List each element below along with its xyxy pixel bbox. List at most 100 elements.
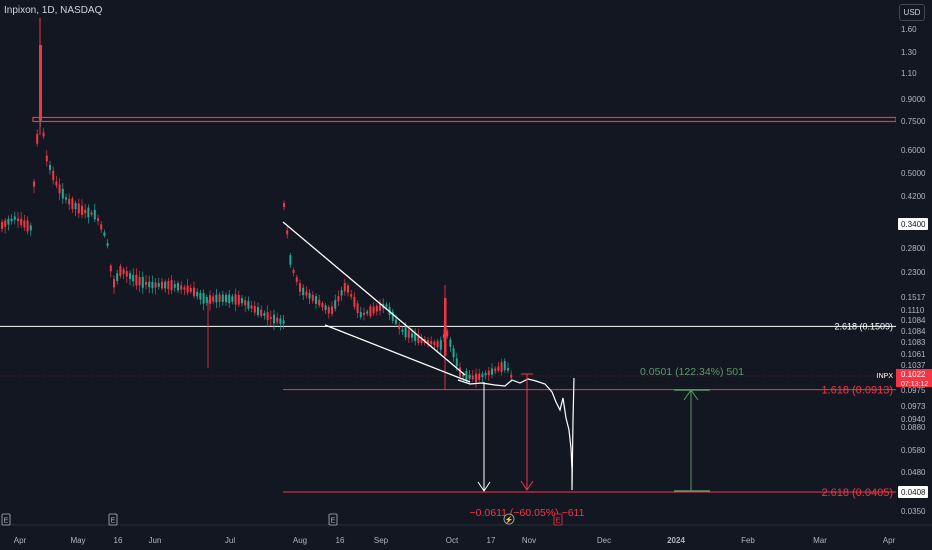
candle-body [164, 281, 167, 289]
candle-body [475, 373, 477, 383]
candle-body [39, 45, 42, 120]
candle-body [507, 367, 509, 371]
wedge-lower-trendline [324, 324, 471, 383]
candle-body [283, 203, 285, 207]
last-price-tag [896, 369, 932, 387]
candle-body [302, 287, 305, 296]
candle-body [90, 212, 93, 215]
candle-body [138, 277, 141, 286]
candle-body [29, 225, 32, 231]
candle-body [337, 296, 340, 302]
measure-down-head [520, 480, 534, 491]
candle-body [427, 340, 429, 344]
candle-body [436, 341, 439, 348]
price-tick-label: 0.5000 [901, 169, 926, 178]
candle-body [209, 295, 211, 304]
candle-body [65, 197, 67, 200]
time-tick-label: Apr [883, 536, 896, 545]
candle-body [282, 320, 285, 324]
projection-arrow-head [477, 481, 491, 492]
time-tick-label: 2024 [667, 536, 685, 545]
time-tick-label: Dec [597, 536, 611, 545]
price-tick-label: 0.0940 [901, 415, 926, 424]
price-axis: 1.60 1.30 1.10 0.9000 0.7500 0.6000 0.5000 0.42… [877, 0, 932, 525]
candle-body [273, 314, 275, 324]
candle-body [459, 367, 461, 377]
candle-body [215, 294, 218, 303]
candle-body [359, 312, 362, 318]
price-tick-box [898, 218, 928, 230]
price-tick-label: 0.2300 [901, 268, 926, 277]
candle-body [196, 291, 199, 297]
candle-body [295, 277, 298, 282]
price-tick-label: 0.0480 [901, 468, 926, 477]
candle-body [430, 341, 433, 344]
price-tick-label: 0.1083 [901, 338, 926, 347]
candle-body [125, 271, 128, 277]
candle-body [154, 282, 157, 288]
time-axis: Apr May 16 Jun Jul Aug 16 Sep Oct 17 Nov Dec 2024 Feb… [0, 513, 932, 545]
candle-body [484, 373, 487, 376]
candle-body [77, 203, 80, 214]
candle-body [122, 269, 125, 275]
candle-body [462, 374, 465, 377]
candle-body [97, 218, 99, 221]
candle-body [141, 276, 144, 288]
symbol-tag: INPX [877, 373, 894, 380]
candle-body [465, 371, 468, 382]
candle-body [385, 304, 388, 307]
price-tick-label: 0.7500 [901, 117, 926, 126]
symbol-title: Inpixon, 1D, NASDAQ [4, 5, 103, 16]
candle-body [334, 300, 337, 309]
candle-body [494, 368, 497, 372]
price-tick-label: 0.0408 [901, 488, 926, 497]
candle-body [87, 207, 90, 218]
measure-down-label: −0.0611 (−60.05%) −611 [470, 507, 585, 519]
candle-body [414, 333, 417, 342]
candle-body [269, 316, 272, 319]
time-tick-label: May [70, 536, 85, 545]
candle-body [263, 313, 266, 316]
candle-body [491, 368, 493, 375]
candle-body [231, 296, 234, 302]
candle-body [151, 282, 154, 288]
candle-body [186, 285, 189, 293]
candle-body [10, 218, 13, 222]
candle-body [311, 294, 314, 301]
candle-body [81, 205, 83, 215]
time-tick-label: Aug [293, 536, 307, 545]
candle-body [478, 373, 481, 380]
candle-body [218, 294, 221, 302]
price-axis-bg [896, 0, 932, 525]
price-tick-label: 1.60 [901, 25, 917, 34]
candle-body [17, 218, 19, 222]
candle-body [395, 319, 397, 324]
candle-body [503, 361, 506, 371]
candle-body [228, 294, 231, 304]
candle-body [157, 283, 160, 287]
candle-body [407, 330, 410, 338]
candle-body [369, 306, 372, 317]
fib-level-label: 2.618 (0.1509) [834, 321, 893, 331]
candle-body [244, 300, 247, 306]
candle-body [119, 266, 122, 277]
candle-body [161, 281, 163, 289]
candle-body [84, 209, 87, 214]
candle-body [148, 281, 151, 288]
time-tick-label: Oct [446, 536, 459, 545]
candle-body [411, 333, 413, 338]
candle-body [61, 188, 64, 199]
time-tick-label: Feb [741, 536, 755, 545]
time-tick-label: Apr [14, 536, 27, 545]
price-tick-label: 0.1110 [901, 306, 925, 315]
candle-body [404, 327, 407, 338]
candle-body [372, 306, 375, 314]
currency-button[interactable]: USD [899, 4, 925, 21]
earnings-marker [108, 513, 118, 526]
candle-body [497, 366, 500, 371]
candle-body [247, 301, 250, 309]
candle-body [455, 358, 458, 367]
candle-body [481, 373, 484, 378]
